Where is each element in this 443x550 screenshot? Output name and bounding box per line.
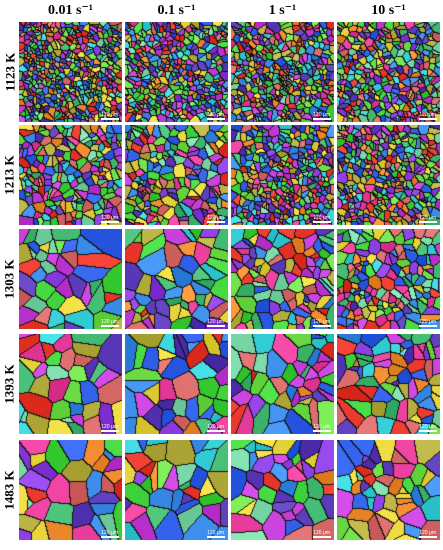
scale-bar [207,536,225,538]
grain-map [125,440,228,540]
scale-bar [101,221,119,223]
scale-bar-label: 120 μm [101,112,118,118]
temperature-label: 1393 K [2,334,18,434]
strain-rate-label: 0.1 s⁻¹ [157,3,196,18]
scale-bar-label: 120 μm [207,215,224,221]
ebsd-micrograph-panel: 120 μm [231,22,334,122]
scale-bar-label: 120 μm [313,530,330,536]
ebsd-micrograph-panel: 120 μm [231,334,334,434]
ebsd-micrograph-panel: 120 μm [337,440,440,540]
ebsd-micrograph-panel: 120 μm [19,22,122,122]
temperature-label-text: 1303 K [2,259,17,299]
ebsd-micrograph-panel: 120 μm [125,125,228,225]
grain-map [125,229,228,329]
scale-bar [207,118,225,120]
scale-bar-label: 120 μm [419,319,436,325]
scale-bar-label: 120 μm [207,424,224,430]
scale-bar [419,430,437,432]
scale-bar [313,221,331,223]
scale-bar-label: 120 μm [419,530,436,536]
grain-map [337,229,440,329]
temperature-label-text: 1213 K [2,155,17,195]
strain-rate-label: 10 s⁻¹ [371,3,406,18]
scale-bar [313,325,331,327]
scale-bar [207,430,225,432]
scale-bar-label: 120 μm [101,215,118,221]
grain-map [337,440,440,540]
ebsd-micrograph-panel: 120 μm [125,440,228,540]
scale-bar-label: 120 μm [419,215,436,221]
ebsd-micrograph-panel: 120 μm [231,125,334,225]
scale-bar [419,221,437,223]
grain-map [19,229,122,329]
ebsd-micrograph-panel: 120 μm [337,229,440,329]
temperature-label: 1213 K [2,125,18,225]
scale-bar [207,221,225,223]
scale-bar [419,118,437,120]
scale-bar [101,118,119,120]
scale-bar-label: 120 μm [207,530,224,536]
grain-map [19,22,122,122]
temperature-label-text: 1393 K [2,364,17,404]
grain-map [125,22,228,122]
temperature-label: 1123 K [2,22,18,122]
grain-map [231,22,334,122]
grain-map [19,125,122,225]
scale-bar-label: 120 μm [101,319,118,325]
ebsd-micrograph-panel: 120 μm [19,334,122,434]
ebsd-micrograph-panel: 120 μm [337,22,440,122]
ebsd-micrograph-panel: 120 μm [19,440,122,540]
strain-rate-label: 1 s⁻¹ [268,3,297,18]
scale-bar-label: 120 μm [101,424,118,430]
scale-bar-label: 120 μm [101,530,118,536]
ebsd-micrograph-panel: 120 μm [19,125,122,225]
scale-bar [419,325,437,327]
scale-bar [313,118,331,120]
scale-bar [313,430,331,432]
ebsd-micrograph-panel: 120 μm [231,440,334,540]
temperature-label: 1303 K [2,229,18,329]
scale-bar-label: 120 μm [313,112,330,118]
ebsd-micrograph-panel: 120 μm [125,334,228,434]
strain-rate-label: 0.01 s⁻¹ [47,3,94,18]
temperature-label: 1483 K [2,440,18,540]
ebsd-micrograph-panel: 120 μm [125,229,228,329]
grain-map [337,334,440,434]
grain-map [19,334,122,434]
ebsd-micrograph-panel: 120 μm [337,125,440,225]
scale-bar [101,536,119,538]
scale-bar [207,325,225,327]
scale-bar-label: 120 μm [419,112,436,118]
scale-bar [101,325,119,327]
ebsd-micrograph-panel: 120 μm [231,229,334,329]
grain-map [231,440,334,540]
scale-bar [313,536,331,538]
grain-map [125,334,228,434]
ebsd-micrograph-panel: 120 μm [19,229,122,329]
scale-bar [419,536,437,538]
scale-bar-label: 120 μm [313,215,330,221]
scale-bar-label: 120 μm [207,112,224,118]
grain-map [231,229,334,329]
grain-map [125,125,228,225]
grain-map [337,22,440,122]
temperature-label-text: 1123 K [2,52,17,92]
grain-map [231,334,334,434]
scale-bar-label: 120 μm [313,319,330,325]
grain-map [19,440,122,540]
scale-bar [101,430,119,432]
ebsd-micrograph-panel: 120 μm [125,22,228,122]
temperature-label-text: 1483 K [2,470,17,510]
grain-map [231,125,334,225]
scale-bar-label: 120 μm [207,319,224,325]
scale-bar-label: 120 μm [313,424,330,430]
scale-bar-label: 120 μm [419,424,436,430]
ebsd-micrograph-panel: 120 μm [337,334,440,434]
grain-map [337,125,440,225]
